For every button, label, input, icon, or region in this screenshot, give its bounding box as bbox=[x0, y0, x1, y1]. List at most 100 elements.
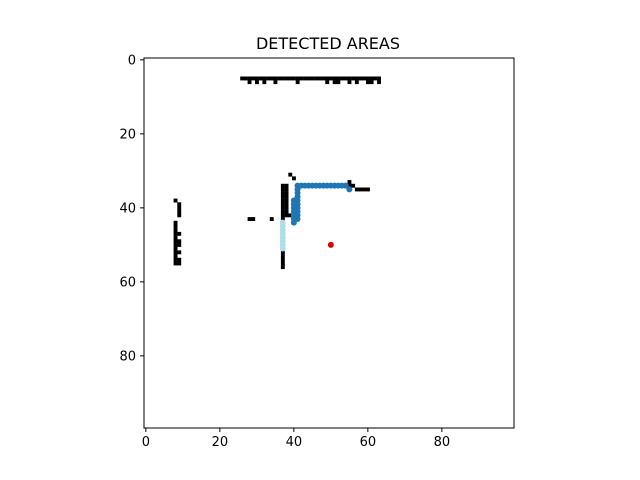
occupied-cell bbox=[280, 202, 285, 207]
occupied-cell bbox=[177, 243, 182, 247]
x-axis: 0 20 40 60 80 bbox=[142, 428, 450, 450]
occupied-cell bbox=[273, 76, 278, 81]
occupied-cell bbox=[284, 213, 289, 218]
occupied-cell bbox=[262, 76, 267, 81]
occupied-cell bbox=[306, 76, 311, 81]
occupied-cell bbox=[173, 261, 178, 266]
area-light-point bbox=[279, 245, 286, 252]
occupied-cell bbox=[173, 246, 178, 251]
occupied-cell bbox=[277, 76, 282, 81]
occupied-cell bbox=[280, 265, 285, 270]
occupied-cell bbox=[332, 76, 337, 81]
occupied-cell bbox=[280, 198, 285, 203]
occupied-cell bbox=[347, 183, 352, 188]
occupied-cell bbox=[295, 80, 300, 85]
occupied-cell bbox=[280, 213, 285, 218]
x-tick-label: 40 bbox=[286, 435, 303, 450]
x-tick-label: 20 bbox=[212, 435, 229, 450]
occupied-cells bbox=[173, 76, 381, 270]
occupied-cell bbox=[292, 76, 296, 81]
occupied-cell bbox=[269, 217, 274, 221]
occupied-cell bbox=[373, 76, 378, 81]
occupied-cell bbox=[366, 80, 370, 85]
occupied-cell bbox=[258, 76, 263, 81]
occupied-cell bbox=[284, 198, 289, 203]
robot-point bbox=[327, 241, 334, 248]
occupied-cell bbox=[247, 217, 252, 221]
occupied-cell bbox=[255, 80, 259, 85]
area-dark-point bbox=[290, 219, 297, 226]
occupied-cell bbox=[173, 243, 178, 247]
occupied-cell bbox=[240, 76, 245, 81]
occupied-cell bbox=[280, 250, 285, 255]
occupied-cell bbox=[325, 80, 330, 85]
y-axis: 0 20 40 60 80 bbox=[119, 53, 144, 364]
occupied-cell bbox=[173, 231, 178, 236]
occupied-cell bbox=[266, 76, 270, 81]
occupied-cell bbox=[280, 76, 285, 81]
occupied-cell bbox=[314, 76, 319, 81]
occupied-cell bbox=[303, 76, 307, 81]
occupied-cell bbox=[177, 202, 182, 207]
occupied-cell bbox=[336, 80, 341, 85]
occupied-cell bbox=[329, 76, 333, 81]
occupied-cell bbox=[173, 254, 178, 258]
occupied-cell bbox=[340, 76, 344, 81]
occupied-cell bbox=[369, 76, 374, 81]
occupied-cell bbox=[247, 80, 252, 85]
occupied-cell bbox=[317, 76, 322, 81]
occupied-cell bbox=[243, 76, 248, 81]
occupied-cell bbox=[177, 257, 182, 262]
occupied-cell bbox=[280, 191, 285, 196]
occupied-cell bbox=[288, 76, 293, 81]
occupied-cell bbox=[284, 209, 289, 214]
x-tick-label: 60 bbox=[360, 435, 377, 450]
occupied-cell bbox=[354, 80, 359, 85]
occupied-cell bbox=[177, 261, 182, 266]
occupied-cell bbox=[332, 80, 337, 85]
occupied-cell bbox=[377, 76, 381, 81]
occupied-cell bbox=[369, 80, 374, 85]
occupied-cell bbox=[295, 76, 300, 81]
detected-area-points bbox=[279, 182, 353, 252]
occupied-cell bbox=[347, 180, 352, 184]
occupied-cell bbox=[310, 76, 315, 81]
y-tick-label: 40 bbox=[119, 201, 136, 216]
occupied-cell bbox=[177, 209, 182, 214]
occupied-cell bbox=[343, 76, 348, 81]
occupied-cell bbox=[177, 239, 182, 244]
occupied-cell bbox=[358, 76, 363, 81]
occupied-cell bbox=[299, 76, 304, 81]
occupied-cell bbox=[366, 187, 370, 192]
y-tick-label: 20 bbox=[119, 127, 136, 142]
occupied-cell bbox=[347, 76, 352, 81]
occupied-cell bbox=[351, 76, 356, 81]
occupied-cell bbox=[362, 76, 367, 81]
occupied-cell bbox=[177, 206, 182, 210]
occupied-cell bbox=[173, 250, 178, 255]
x-tick-label: 0 bbox=[142, 435, 150, 450]
occupied-cell bbox=[280, 254, 285, 258]
occupied-cell bbox=[280, 183, 285, 188]
occupied-cell bbox=[255, 76, 259, 81]
occupied-cell bbox=[284, 183, 289, 188]
occupied-cell bbox=[177, 213, 182, 218]
y-tick-label: 0 bbox=[128, 53, 136, 68]
occupied-cell bbox=[173, 257, 178, 262]
occupied-cell bbox=[354, 187, 359, 192]
occupied-cell bbox=[325, 76, 330, 81]
occupied-cell bbox=[173, 198, 178, 203]
occupied-cell bbox=[280, 209, 285, 214]
occupied-cell bbox=[288, 172, 293, 177]
occupied-cell bbox=[284, 206, 289, 210]
occupied-cell bbox=[358, 187, 363, 192]
occupied-cell bbox=[177, 250, 182, 255]
occupied-cell bbox=[351, 183, 356, 188]
occupied-cell bbox=[284, 194, 289, 199]
occupied-cell bbox=[321, 76, 326, 81]
occupied-cell bbox=[288, 213, 293, 218]
occupied-cell bbox=[284, 76, 289, 81]
chart-title: DETECTED AREAS bbox=[256, 34, 400, 53]
occupied-cell bbox=[280, 217, 285, 221]
